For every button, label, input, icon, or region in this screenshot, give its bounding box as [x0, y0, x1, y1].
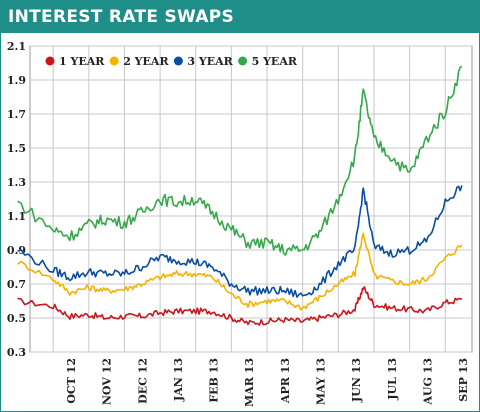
legend-label: 1 YEAR: [59, 55, 105, 68]
y-tick-label: 0.5: [7, 312, 26, 325]
legend-label: 2 YEAR: [123, 55, 169, 68]
series-line-5-year: [17, 65, 463, 256]
x-tick-label: MAR 13: [243, 358, 256, 407]
x-tick-label: FEB 13: [208, 358, 221, 403]
y-tick-label: 1.7: [7, 108, 26, 121]
legend-marker: [45, 56, 55, 66]
y-tick-label: 2.1: [7, 40, 26, 53]
series-line-2-year: [17, 232, 463, 311]
x-tick-label: DEC 12: [136, 358, 149, 404]
y-tick-label: 1.1: [7, 210, 26, 223]
chart-title: INTEREST RATE SWAPS: [8, 7, 235, 27]
x-tick-label: JUL 13: [386, 358, 399, 401]
x-tick-label: AUG 13: [421, 358, 434, 406]
legend-label: 5 YEAR: [252, 55, 298, 68]
y-tick-label: 1.9: [7, 74, 26, 87]
series-line-1-year: [17, 286, 463, 326]
x-tick-label: JUN 13: [350, 358, 363, 403]
legend-marker: [238, 56, 248, 66]
series-line-3-year: [17, 185, 463, 298]
y-tick-label: 1.5: [7, 142, 26, 155]
x-tick-label: NOV 12: [101, 358, 114, 405]
x-tick-label: APR 13: [279, 358, 292, 404]
x-tick-label: SEP 13: [457, 358, 470, 402]
legend-marker: [173, 56, 183, 66]
title-bar: INTEREST RATE SWAPS: [0, 0, 480, 33]
legend-marker: [109, 56, 119, 66]
x-tick-label: OCT 12: [65, 358, 78, 404]
y-tick-label: 1.3: [7, 176, 26, 189]
x-tick-label: MAY 13: [315, 358, 328, 405]
plot-area: [29, 45, 473, 353]
y-tick-label: 0.9: [7, 244, 26, 257]
legend-label: 3 YEAR: [187, 55, 233, 68]
x-tick-label: JAN 13: [172, 358, 185, 402]
y-tick-label: 0.7: [7, 278, 26, 291]
y-tick-label: 0.3: [7, 346, 26, 359]
